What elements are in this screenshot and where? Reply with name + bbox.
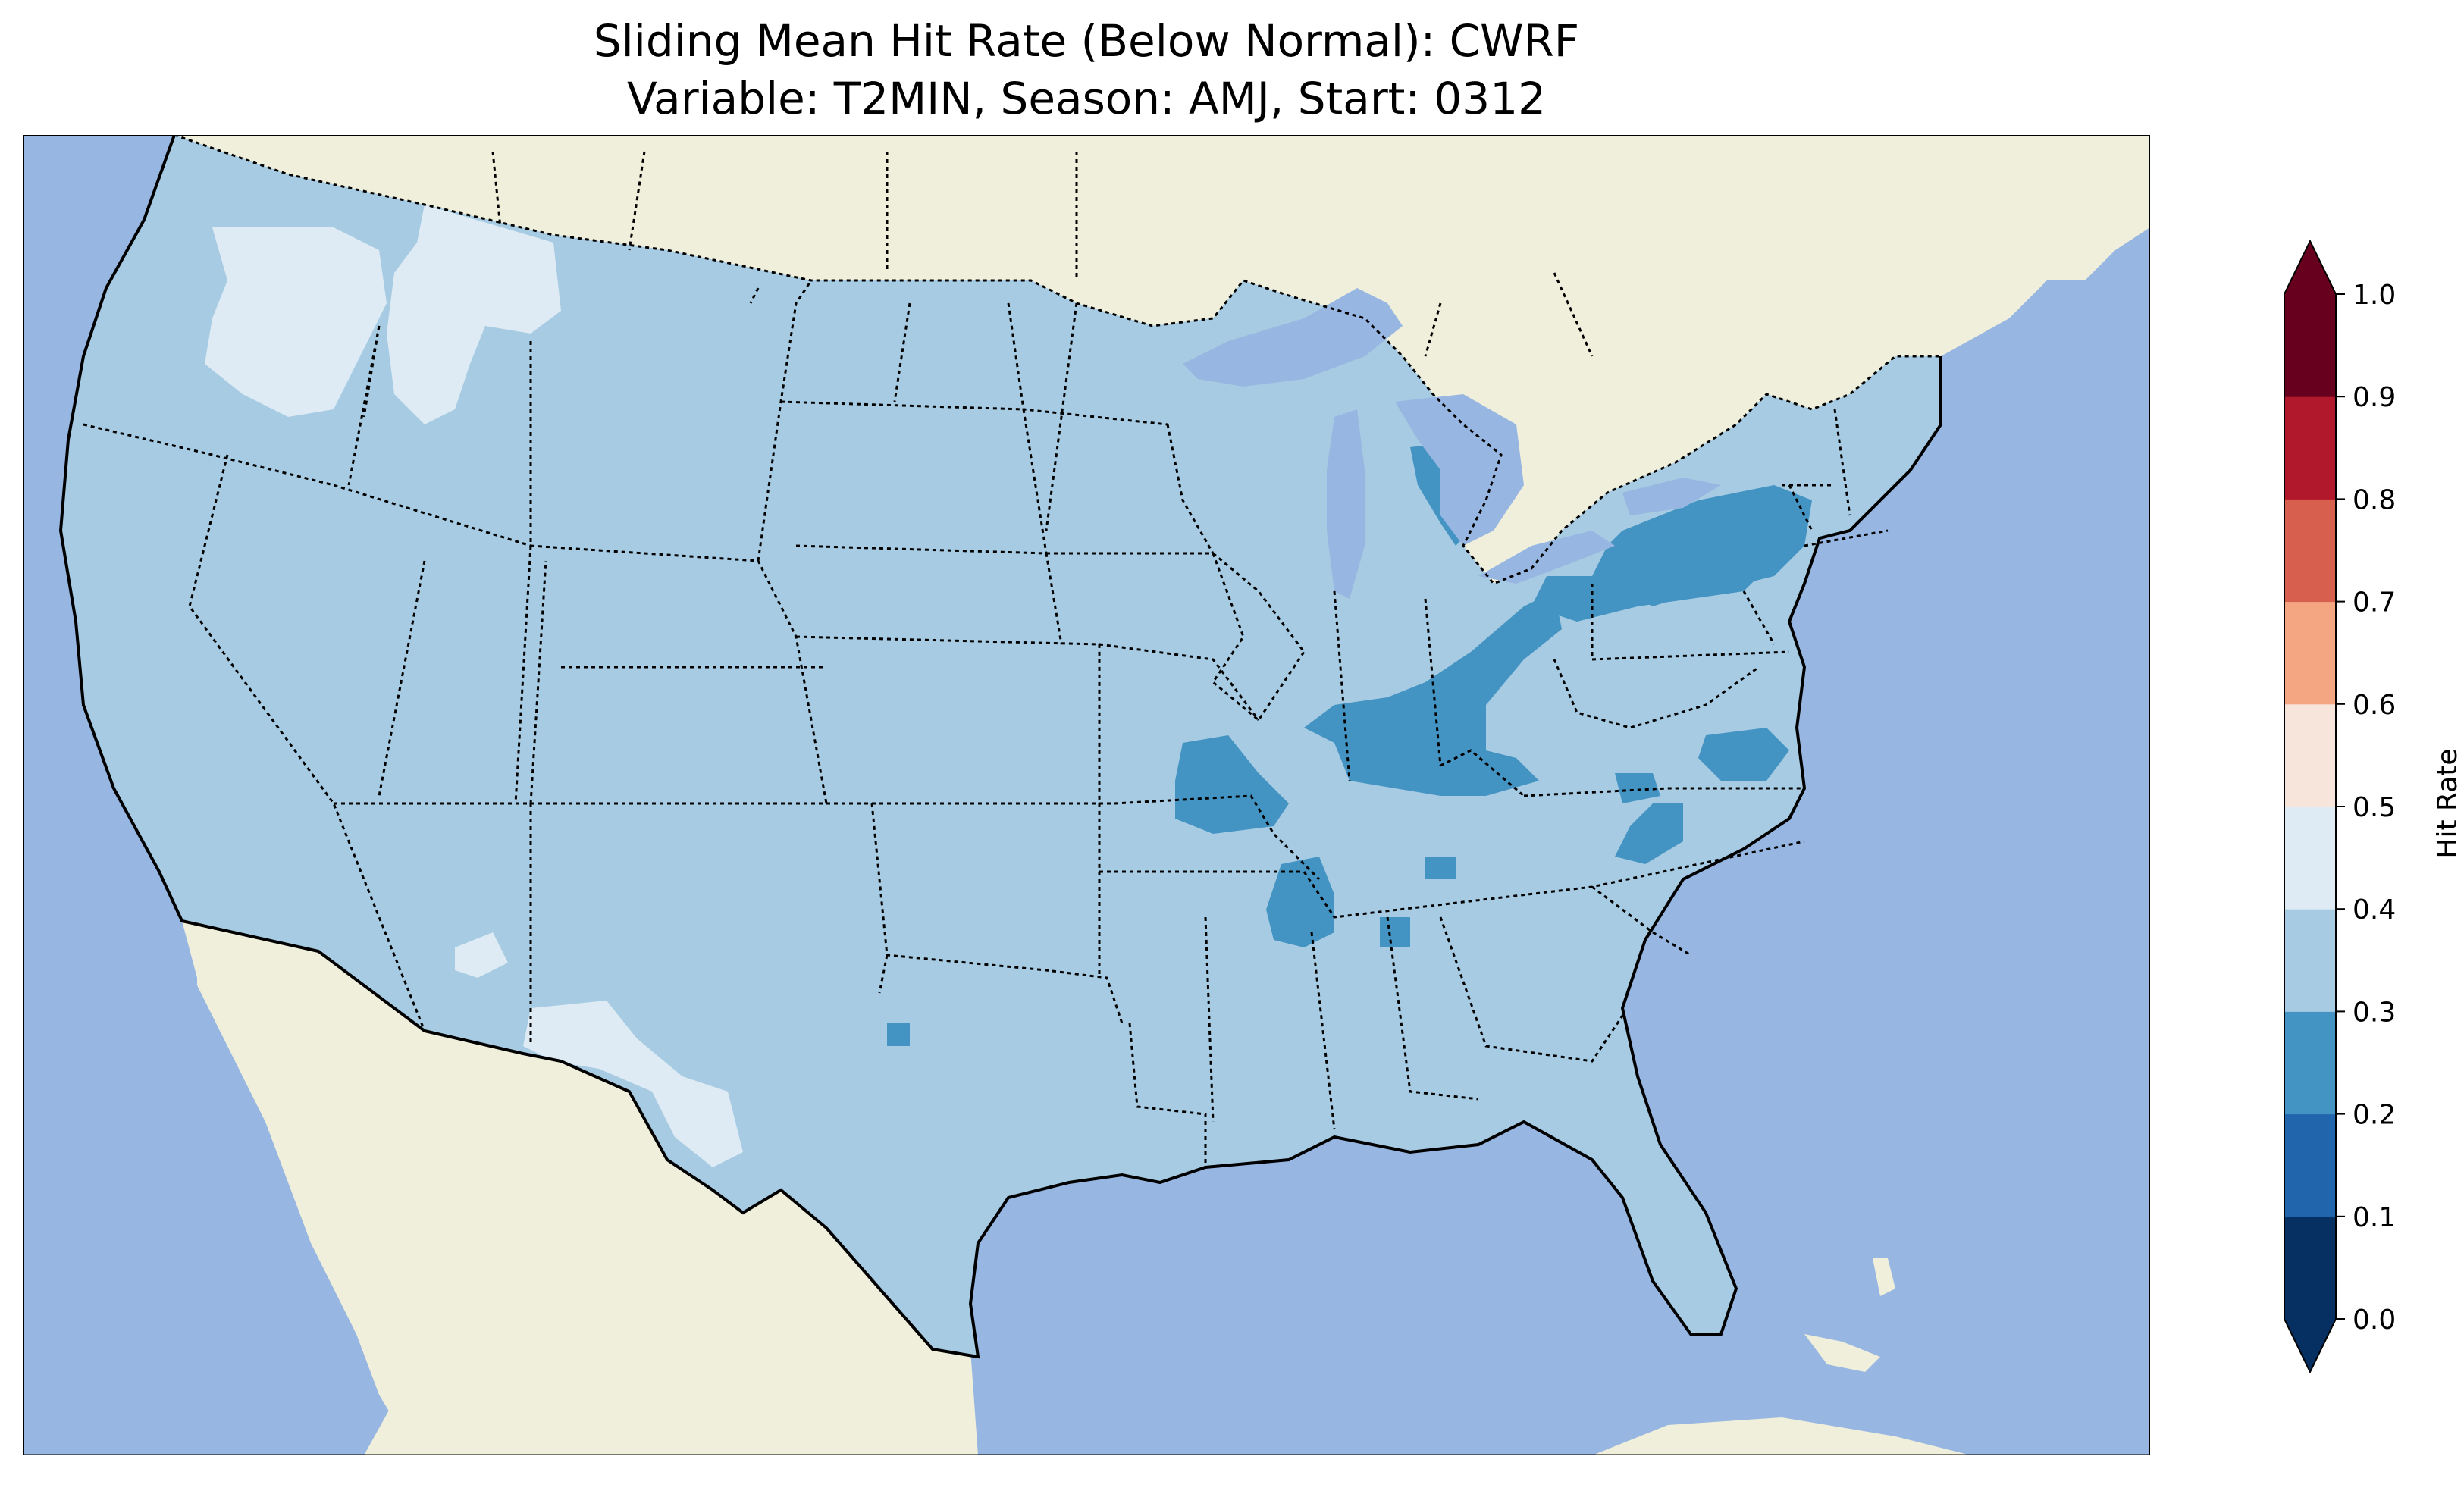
- colorbar-tick-label: 0.3: [2353, 997, 2396, 1028]
- colorbar-label: Hit Rate: [2432, 748, 2463, 858]
- colorbar-bin: [2284, 909, 2336, 1012]
- state-borders: [83, 151, 1889, 1167]
- colorbar-bin: [2284, 396, 2336, 500]
- colorbar-tick-label: 0.2: [2353, 1100, 2396, 1131]
- caribbean-land: [1592, 1417, 1971, 1455]
- colorbar-tick-label: 0.4: [2353, 894, 2396, 926]
- hit-rate-patch-virginia: [1698, 728, 1789, 781]
- colorbar-extend-over: [2284, 241, 2336, 294]
- title-line-1: Sliding Mean Hit Rate (Below Normal): CW…: [594, 15, 1579, 67]
- cuba-land: [1804, 1334, 1880, 1372]
- hit-rate-patch-idaho-montana: [387, 205, 561, 424]
- colorbar-tick-label: 0.7: [2353, 587, 2396, 619]
- colorbar-bin: [2284, 1216, 2336, 1320]
- hit-rate-patch-washington: [205, 227, 387, 417]
- hit-rate-patch-tennessee: [1266, 857, 1334, 947]
- bahamas-land: [1873, 1258, 1895, 1296]
- colorbar-bin: [2284, 1011, 2336, 1115]
- colorbar-bin: [2284, 499, 2336, 603]
- colorbar-bin: [2284, 294, 2336, 397]
- colorbar-tick-label: 0.6: [2353, 690, 2396, 721]
- colorbar-tick-label: 0.0: [2353, 1305, 2396, 1336]
- colorbar-tick-label: 0.5: [2353, 792, 2396, 823]
- hit-rate-patch-ohio-kentucky: [1304, 591, 1562, 796]
- hit-rate-patch-west-virginia: [1615, 773, 1660, 803]
- hit-rate-patch-new-mexico-texas: [523, 1001, 743, 1167]
- canada-us-border: [174, 135, 1941, 585]
- colorbar-tick-label: 0.1: [2353, 1202, 2396, 1233]
- colorbar-bin: [2284, 1113, 2336, 1217]
- hit-rate-patch-pennsylvania: [1531, 561, 1759, 622]
- hit-rate-patch-missouri: [1175, 735, 1289, 834]
- lake-ontario: [1622, 478, 1721, 515]
- title-line-2: Variable: T2MIN, Season: AMJ, Start: 031…: [627, 73, 1546, 124]
- mexico-us-border: [181, 919, 630, 1093]
- hit-rate-patch-alabama: [1425, 857, 1456, 879]
- colorbar-bin: [2284, 601, 2336, 705]
- hit-rate-patch-texas-panhandle: [887, 1023, 910, 1046]
- hit-rate-patch-arizona: [455, 932, 508, 978]
- hit-rate-patch-north-carolina: [1615, 803, 1683, 864]
- lake-huron: [1395, 394, 1524, 546]
- colorbar: 0.0 0.1 0.2 0.3 0.4 0.5 0.6 0.7 0.8 0.9 1.0: [2284, 239, 2396, 1374]
- lake-michigan: [1327, 409, 1365, 599]
- hit-rate-patch-mississippi: [1380, 917, 1410, 947]
- baja-california: [197, 925, 425, 1433]
- map: [23, 135, 2150, 1455]
- colorbar-bin: [2284, 703, 2336, 807]
- colorbar-tick-label: 1.0: [2353, 280, 2396, 311]
- colorbar-bin: [2284, 807, 2336, 910]
- lake-erie: [1478, 531, 1615, 584]
- colorbar-tick-label: 0.8: [2353, 484, 2396, 515]
- canada-land: [174, 135, 2150, 584]
- colorbar-extend-under: [2284, 1319, 2336, 1372]
- colorbar-tick-label: 0.9: [2353, 382, 2396, 413]
